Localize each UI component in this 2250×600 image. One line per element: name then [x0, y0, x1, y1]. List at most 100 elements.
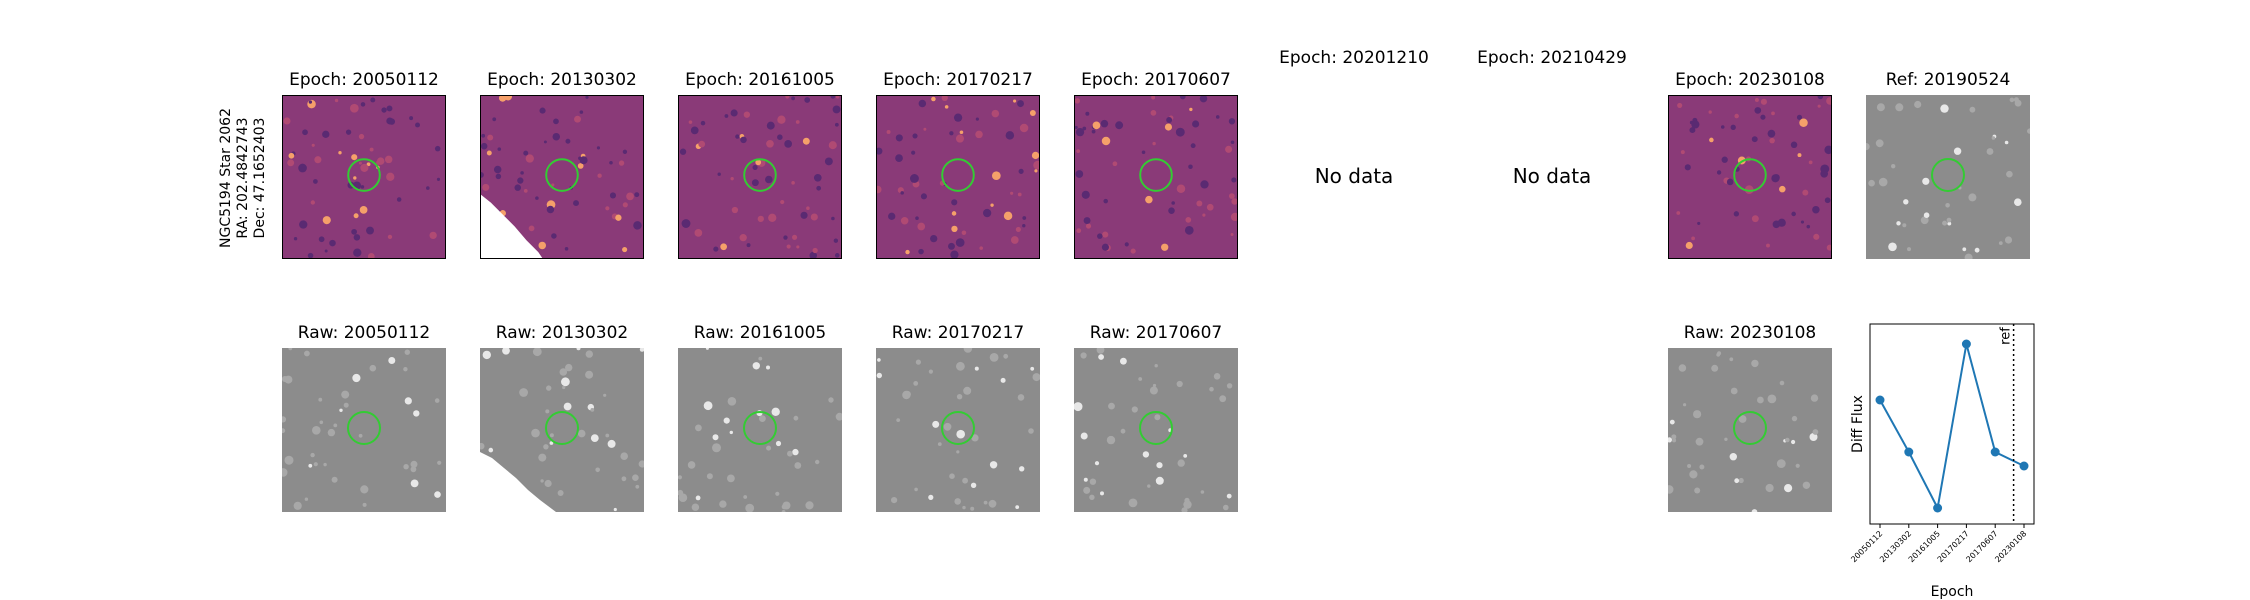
pixel-spot [944, 423, 952, 431]
pixel-spot [285, 456, 294, 465]
pixel-spot [564, 403, 572, 411]
pixel-spot [1876, 139, 1884, 147]
pixel-spot [1098, 354, 1104, 360]
pixel-spot [565, 139, 570, 144]
pixel-spot [831, 96, 836, 99]
pixel-spot [915, 216, 919, 220]
pixel-spot [1754, 107, 1761, 114]
pixel-spot [2005, 236, 2012, 243]
pixel-spot [1721, 125, 1725, 129]
pixel-spot [1089, 495, 1094, 500]
no-data-message: No data [1254, 164, 1454, 188]
pixel-spot [914, 488, 918, 492]
pixel-spot [353, 176, 356, 179]
pixel-spot [1784, 484, 1792, 492]
pixel-spot [483, 351, 491, 359]
pixel-spot [435, 146, 441, 152]
pixel-spot [768, 214, 776, 222]
pixel-spot [366, 227, 374, 235]
pixel-spot [309, 100, 312, 103]
pixel-spot [960, 130, 964, 134]
pixel-spot [1716, 353, 1720, 357]
pixel-spot [1084, 217, 1091, 224]
pixel-spot [1154, 414, 1160, 420]
pixel-spot [499, 96, 506, 102]
pixel-spot [1202, 214, 1205, 217]
pixel-spot [891, 497, 897, 503]
pixel-spot [1131, 249, 1136, 254]
pixel-spot [1903, 199, 1908, 204]
target-circle [942, 159, 974, 191]
pixel-spot [1902, 223, 1906, 227]
pixel-spot [481, 172, 484, 178]
pixel-spot [1813, 234, 1819, 240]
pixel-spot [1102, 137, 1110, 145]
pixel-spot [1866, 143, 1870, 150]
pixel-spot [319, 236, 325, 242]
pixel-spot [887, 130, 891, 134]
pixel-spot [1229, 193, 1235, 199]
pixel-spot [308, 253, 314, 258]
pixel-spot [577, 348, 581, 350]
pixel-spot [481, 143, 487, 150]
pixel-spot [610, 192, 616, 198]
pixel-spot [496, 174, 502, 180]
pixel-spot [626, 193, 634, 201]
pixel-spot [954, 498, 961, 505]
epoch-title: Epoch: 20201210 [1254, 48, 1454, 68]
pixel-spot [1914, 101, 1921, 108]
pixel-spot [1103, 199, 1108, 204]
pixel-spot [1085, 112, 1089, 116]
pixel-spot [325, 250, 328, 253]
pixel-spot [1102, 244, 1109, 251]
pixel-spot [1796, 464, 1800, 468]
pixel-spot [740, 234, 747, 241]
pixel-spot [1165, 123, 1172, 130]
pixel-spot [1827, 245, 1831, 251]
pixel-spot [481, 134, 485, 138]
pixel-spot [743, 495, 747, 499]
pixel-spot [409, 116, 413, 120]
pixel-spot [634, 192, 639, 197]
pixel-spot [1011, 236, 1019, 244]
pixel-spot [489, 448, 494, 453]
pixel-spot [1227, 383, 1232, 388]
pixel-spot [1731, 388, 1738, 395]
pixel-spot [361, 185, 365, 189]
pixel-spot [1799, 119, 1807, 127]
pixel-spot [1132, 406, 1138, 412]
raw-image [876, 348, 1040, 512]
pixel-spot [990, 461, 997, 468]
pixel-spot [1171, 201, 1175, 205]
data-point [1904, 448, 1913, 457]
pixel-spot [1155, 364, 1158, 367]
pixel-spot [1924, 212, 1930, 218]
pixel-spot [1156, 477, 1164, 485]
pixel-spot [1689, 470, 1697, 478]
pixel-spot [635, 485, 639, 489]
pixel-spot [956, 450, 959, 453]
data-point [1991, 448, 2000, 457]
pixel-spot [288, 348, 292, 350]
pixel-spot [731, 109, 738, 116]
pixel-spot [777, 134, 783, 140]
pixel-spot [913, 381, 918, 386]
pixel-spot [1177, 381, 1183, 387]
pixel-spot [766, 366, 770, 370]
pixel-spot [1697, 222, 1700, 225]
pixel-spot [561, 377, 570, 386]
pixel-spot [956, 135, 964, 143]
pixel-spot [1113, 161, 1118, 166]
pixel-spot [1092, 130, 1096, 134]
pixel-spot [623, 150, 627, 154]
pixel-spot [1225, 146, 1232, 153]
pixel-spot [1761, 99, 1767, 105]
pixel-spot [1150, 387, 1158, 395]
pixel-spot [1156, 462, 1162, 468]
pixel-spot [806, 206, 810, 210]
pixel-spot [1751, 360, 1758, 367]
pixel-spot [706, 348, 709, 350]
pixel-spot [792, 235, 797, 240]
pixel-spot [803, 138, 810, 145]
pixel-spot [730, 177, 733, 180]
